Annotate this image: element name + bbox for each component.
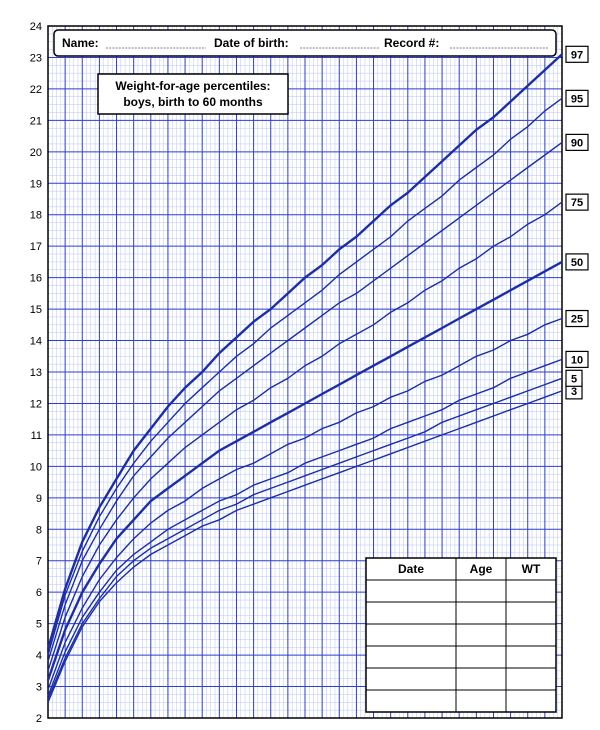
ytick-24: 24 xyxy=(30,21,42,33)
table-cell[interactable] xyxy=(506,668,556,690)
growth-chart-svg: 2345678910111213141516171819202122232435… xyxy=(0,0,600,730)
table-cell[interactable] xyxy=(456,580,506,602)
table-cell[interactable] xyxy=(506,580,556,602)
table-cell[interactable] xyxy=(456,690,506,712)
ytick-8: 8 xyxy=(36,524,42,536)
table-cell[interactable] xyxy=(506,602,556,624)
ytick-22: 22 xyxy=(30,84,42,96)
ytick-3: 3 xyxy=(36,682,42,694)
table-cell[interactable] xyxy=(506,624,556,646)
table-cell[interactable] xyxy=(366,602,456,624)
percentile-label-25: 25 xyxy=(571,314,583,326)
ytick-10: 10 xyxy=(30,461,42,473)
table-cell[interactable] xyxy=(456,624,506,646)
table-cell[interactable] xyxy=(366,646,456,668)
percentile-label-10: 10 xyxy=(571,354,583,366)
ytick-13: 13 xyxy=(30,367,42,379)
table-cell[interactable] xyxy=(506,646,556,668)
ytick-12: 12 xyxy=(30,398,42,410)
ytick-21: 21 xyxy=(30,115,42,127)
table-header-wt: WT xyxy=(522,562,541,576)
table-header-age: Age xyxy=(470,562,493,576)
table-cell[interactable] xyxy=(506,690,556,712)
percentile-label-90: 90 xyxy=(571,137,583,149)
percentile-label-50: 50 xyxy=(571,257,583,269)
table-cell[interactable] xyxy=(366,580,456,602)
record-label: Record #: xyxy=(384,36,439,50)
name-label: Name: xyxy=(62,36,99,50)
header-box xyxy=(54,30,556,56)
ytick-5: 5 xyxy=(36,619,42,631)
ytick-6: 6 xyxy=(36,587,42,599)
table-cell[interactable] xyxy=(456,646,506,668)
ytick-2: 2 xyxy=(36,713,42,725)
table-header-date: Date xyxy=(398,562,424,576)
percentile-label-5: 5 xyxy=(571,373,577,385)
ytick-20: 20 xyxy=(30,147,42,159)
table-cell[interactable] xyxy=(456,668,506,690)
table-cell[interactable] xyxy=(366,668,456,690)
ytick-14: 14 xyxy=(30,336,42,348)
ytick-23: 23 xyxy=(30,52,42,64)
ytick-16: 16 xyxy=(30,273,42,285)
chart-title-line1: Weight-for-age percentiles: xyxy=(115,79,270,93)
ytick-4: 4 xyxy=(36,650,42,662)
chart-title-line2: boys, birth to 60 months xyxy=(123,95,263,109)
table-cell[interactable] xyxy=(456,602,506,624)
percentile-label-95: 95 xyxy=(571,93,583,105)
table-cell[interactable] xyxy=(366,624,456,646)
ytick-7: 7 xyxy=(36,556,42,568)
percentile-label-75: 75 xyxy=(571,197,583,209)
percentile-label-3: 3 xyxy=(571,386,577,398)
ytick-15: 15 xyxy=(30,304,42,316)
ytick-19: 19 xyxy=(30,178,42,190)
ytick-17: 17 xyxy=(30,241,42,253)
ytick-9: 9 xyxy=(36,493,42,505)
ytick-11: 11 xyxy=(31,430,42,442)
ytick-18: 18 xyxy=(30,210,42,222)
table-cell[interactable] xyxy=(366,690,456,712)
percentile-label-97: 97 xyxy=(571,49,583,61)
dob-label: Date of birth: xyxy=(214,36,289,50)
